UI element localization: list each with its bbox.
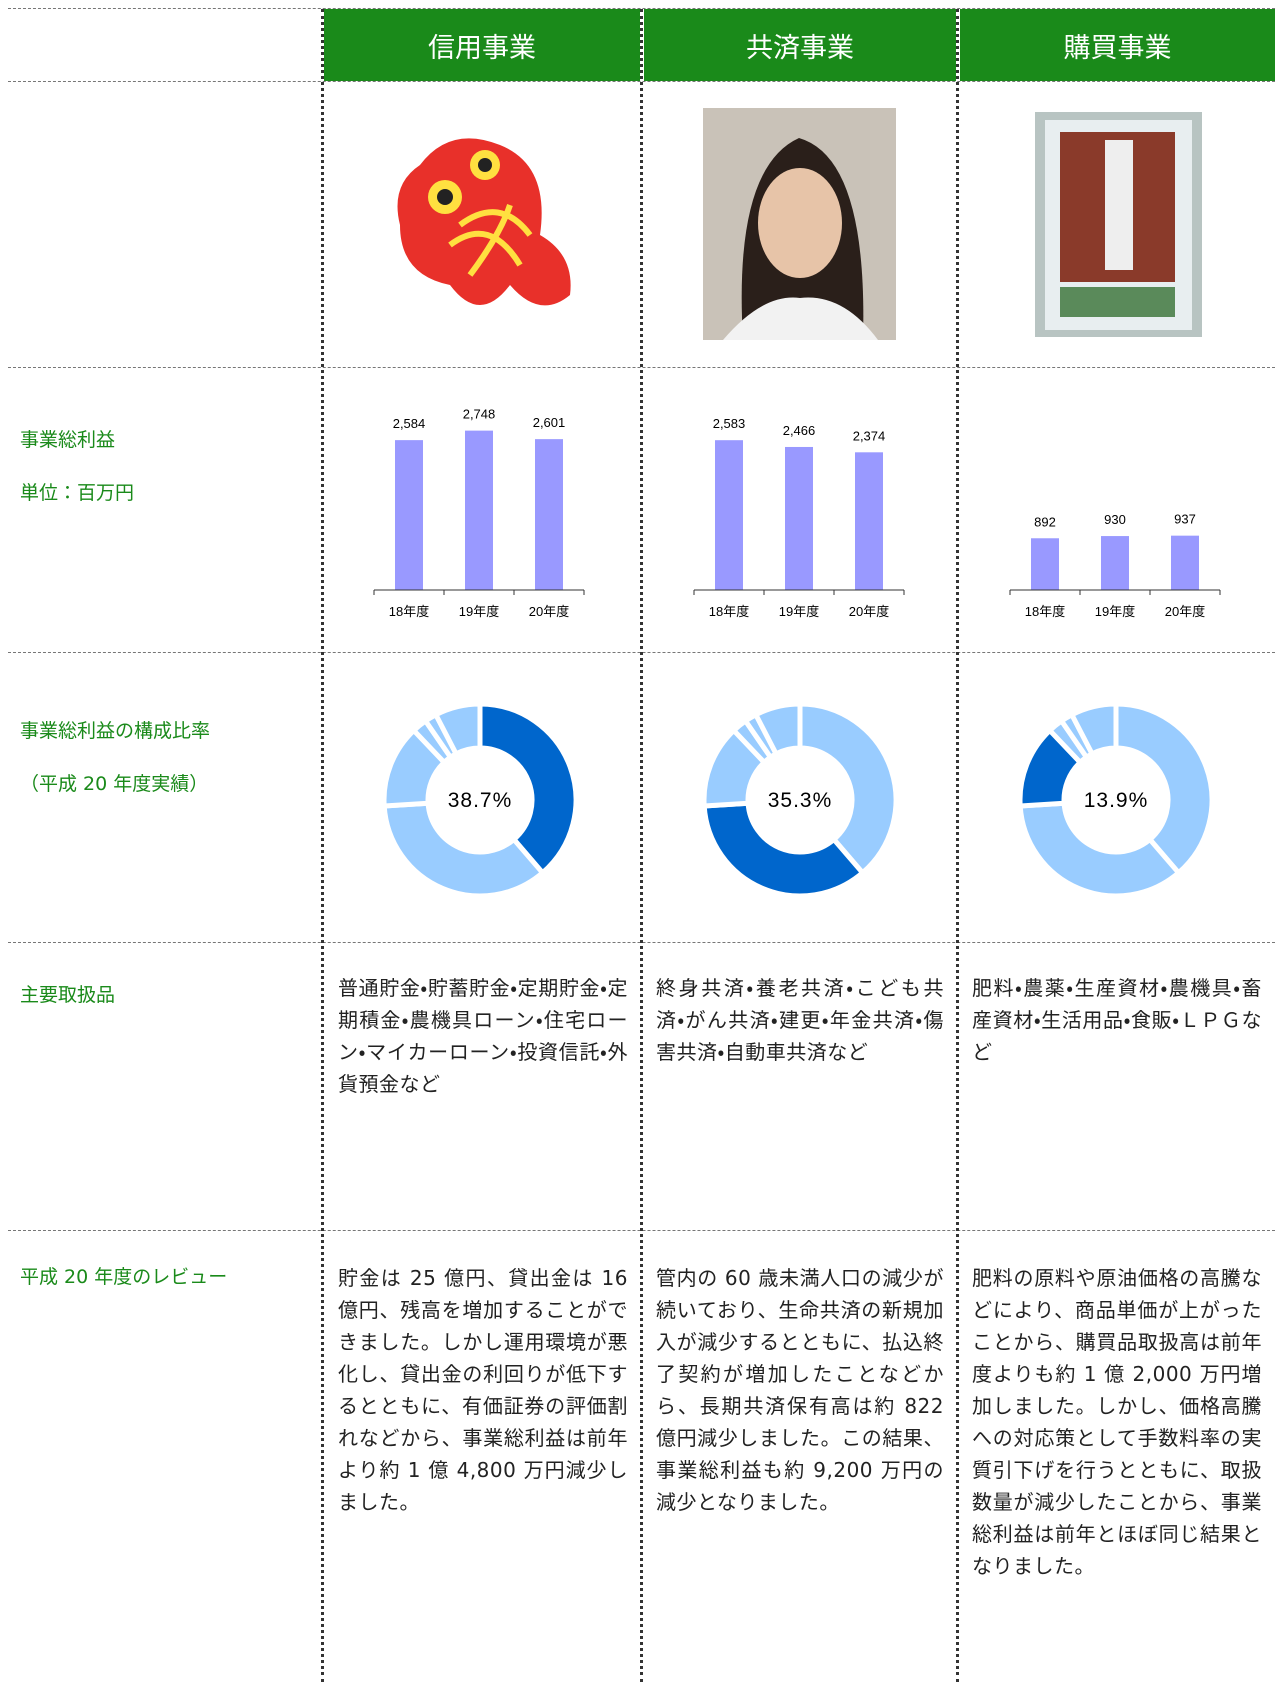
center-label: 35.3% xyxy=(768,789,833,812)
row-label: 事業総利益の構成比率 （平成 20 年度実績） xyxy=(20,716,210,822)
x-tick-label: 19年度 xyxy=(459,604,499,619)
value-label: 892 xyxy=(1034,514,1056,529)
x-tick-label: 20年度 xyxy=(529,604,569,619)
bar xyxy=(715,440,743,590)
donut-segment xyxy=(384,803,542,896)
row-label-text: 事業総利益 xyxy=(20,425,134,452)
value-label: 2,374 xyxy=(853,428,886,443)
row-label: 平成 20 年度のレビュー xyxy=(20,1262,227,1289)
fish-illustration xyxy=(390,125,580,325)
x-tick-label: 20年度 xyxy=(849,604,889,619)
bar xyxy=(785,447,813,590)
bar-chart: 2,583 18年度 2,466 19年度 2,374 20年度 xyxy=(644,368,956,652)
bar-chart: 2,584 18年度 2,748 19年度 2,601 20年度 xyxy=(324,368,636,652)
x-tick-label: 20年度 xyxy=(1165,604,1205,619)
x-tick-label: 19年度 xyxy=(1095,604,1135,619)
center-label: 13.9% xyxy=(1084,789,1149,812)
x-tick-label: 18年度 xyxy=(709,604,749,619)
value-label: 2,601 xyxy=(533,415,566,430)
column-header: 共済事業 xyxy=(644,9,956,81)
donut-chart: 13.9% xyxy=(960,653,1272,941)
column-header: 信用事業 xyxy=(324,9,640,81)
bar-chart: 892 18年度 930 19年度 937 20年度 xyxy=(960,368,1272,652)
column-divider xyxy=(956,9,959,1682)
bar xyxy=(465,431,493,590)
row-label: 主要取扱品 xyxy=(20,980,115,1007)
review-text: 管内の 60 歳未満人口の減少が続いており、生命共済の新規加入が減少するとともに… xyxy=(656,1262,944,1518)
value-label: 930 xyxy=(1104,512,1126,527)
column-divider xyxy=(640,9,643,1682)
review-text: 貯金は 25 億円、貸出金は 16 億円、残高を増加することができました。しかし… xyxy=(338,1262,628,1518)
value-label: 2,583 xyxy=(713,416,746,431)
donut-segment xyxy=(704,803,862,896)
page: 信用事業 共済事業 購買事業 事業総利益 単位：百万円 事業総利益の構成比率 （… xyxy=(0,0,1275,1682)
x-tick-label: 18年度 xyxy=(1025,604,1065,619)
product-text: 普通貯金・貯蓄貯金・定期貯金・定期積金・農機具ローン・住宅ローン・マイカーローン… xyxy=(338,972,628,1100)
value-label: 2,466 xyxy=(783,423,816,438)
donut-chart: 38.7% xyxy=(324,653,636,941)
donut-segment xyxy=(1020,803,1178,896)
donut-chart: 35.3% xyxy=(644,653,956,941)
product-text: 肥料・農薬・生産資材・農機具・畜産資材・生活用品・食販・ＬＰＧなど xyxy=(972,972,1262,1068)
row-label: 事業総利益 単位：百万円 xyxy=(20,425,134,531)
value-label: 2,748 xyxy=(463,407,496,422)
bar xyxy=(535,439,563,590)
bar xyxy=(395,440,423,590)
bar xyxy=(855,452,883,590)
row-label-text: （平成 20 年度実績） xyxy=(20,769,210,796)
bar xyxy=(1031,538,1059,590)
x-tick-label: 19年度 xyxy=(779,604,819,619)
bar xyxy=(1171,536,1199,590)
column-header: 購買事業 xyxy=(960,9,1275,81)
row-label-text: 事業総利益の構成比率 xyxy=(20,716,210,743)
rice-bag-photo xyxy=(1035,112,1202,337)
bar xyxy=(1101,536,1129,590)
value-label: 2,584 xyxy=(393,416,426,431)
product-text: 終身共済・養老共済・こども共済・がん共済・建更・年金共済・傷害共済・自動車共済な… xyxy=(656,972,944,1068)
center-label: 38.7% xyxy=(448,789,513,812)
row-label-text: 単位：百万円 xyxy=(20,478,134,505)
x-tick-label: 18年度 xyxy=(389,604,429,619)
value-label: 937 xyxy=(1174,512,1196,527)
review-text: 肥料の原料や原油価格の高騰などにより、商品単価が上がったことから、購買品取扱高は… xyxy=(972,1262,1262,1582)
portrait-photo xyxy=(703,108,896,340)
